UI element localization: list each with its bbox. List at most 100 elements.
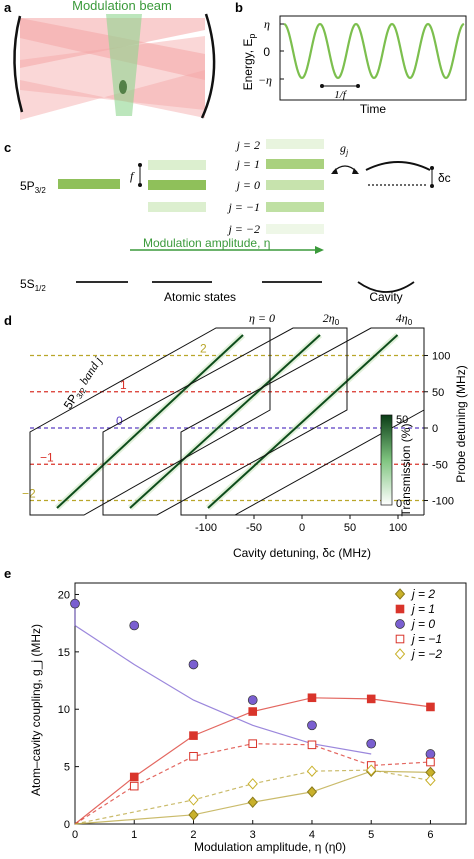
- cavity-ticklabel-3: 50: [344, 522, 356, 534]
- trace-line-0: [56, 334, 244, 509]
- panel-b: b η 0 −η 1/f Time Energy, Ep: [235, 0, 467, 116]
- panel-c: c 5P3/2 f j = 2 j = 1 j = 0 j = −1 j = −…: [4, 138, 451, 304]
- level-5p-label: 5P3/2: [20, 179, 46, 195]
- cavity-beam-lower: [20, 70, 205, 120]
- point-s3-0: [129, 781, 139, 791]
- point-s2-2: [188, 659, 199, 670]
- cavity-mirror-right: [200, 13, 216, 119]
- level-j2: [266, 139, 324, 149]
- band-marker-4: −2: [22, 487, 36, 501]
- legend-marker-0: [394, 588, 406, 600]
- ytick-label-1: 5: [64, 762, 70, 774]
- cavity-ticklabel-1: -50: [246, 522, 262, 534]
- band-marker-0: 2: [200, 342, 207, 356]
- point-s4-2: [306, 765, 318, 777]
- cavity-label: Cavity: [369, 290, 402, 304]
- colorbar-tick-min: 0: [396, 498, 402, 510]
- trace-group-2: [205, 332, 400, 511]
- modulation-axis-label: Modulation amplitude, η (η0): [194, 840, 346, 854]
- colorbar: [380, 414, 393, 506]
- band-marker-1: 1: [120, 378, 127, 392]
- legend-label-3: j = −1: [410, 632, 442, 646]
- ytick-minus-eta: −η: [258, 73, 272, 87]
- period-label: 1/f: [334, 89, 348, 101]
- cavity-mode-curve: [365, 161, 431, 171]
- band-label: 5P3/2 band j: [61, 354, 107, 413]
- level-j0: [266, 180, 324, 190]
- point-s3-2: [248, 739, 258, 748]
- colorbar-label: Transmission (%): [399, 424, 413, 517]
- point-s1-2: [248, 707, 258, 716]
- eta-label-4: 4η0: [396, 311, 413, 327]
- cavity-ticklabel-2: 0: [299, 522, 305, 534]
- panel-a: a Modulation beam: [4, 0, 216, 120]
- cavity-ticklabel-0: -100: [195, 522, 217, 534]
- energy-plot-frame: [279, 15, 467, 101]
- transmission-frame-eta0: [29, 327, 271, 516]
- point-s3-5: [426, 757, 435, 767]
- panel-label-d: d: [4, 313, 12, 328]
- legend-label-2: j = 0: [410, 617, 435, 631]
- series-curve-4: [74, 769, 431, 825]
- point-s0-2: [306, 786, 318, 798]
- j-label-2: j = 2: [235, 138, 260, 152]
- j-label-m2: j = −2: [226, 222, 260, 236]
- transmission-frame-2eta0: [102, 327, 348, 516]
- xtick-label-0: 0: [72, 829, 78, 841]
- point-s2-5: [366, 738, 377, 749]
- point-s1-1: [189, 731, 198, 740]
- legend-marker-3: [395, 634, 405, 644]
- modulation-arrow-label: Modulation amplitude, η: [143, 236, 270, 250]
- probe-ticklabel-3: -50: [432, 459, 448, 471]
- point-s1-0: [129, 772, 139, 782]
- probe-ticklabel-1: 50: [432, 387, 444, 399]
- xtick-label-2: 2: [190, 829, 196, 841]
- point-s2-1: [129, 620, 140, 631]
- band-marker-3: −1: [40, 450, 54, 464]
- point-s2-4: [307, 720, 317, 731]
- point-s1-5: [426, 702, 435, 712]
- panel-label-b: b: [235, 0, 243, 15]
- ytick-label-0: 0: [64, 819, 70, 831]
- trace-line-2: [207, 334, 399, 509]
- trace-group-1: [127, 332, 323, 511]
- ytick-label-2: 10: [58, 704, 70, 716]
- trace-group-0: [54, 332, 246, 511]
- ytick-label-3: 15: [58, 647, 70, 659]
- xtick-label-3: 3: [250, 829, 256, 841]
- transmission-map-group: 2 100 1 50 0 0 −1 -50 −2 -100 -100 -50 0 50 100: [22, 332, 454, 534]
- cavity-ground-curve: [357, 281, 415, 293]
- modulation-beam-label: Modulation beam: [72, 0, 172, 13]
- point-s0-0: [188, 809, 199, 821]
- coupling-label: gj: [340, 141, 349, 157]
- carrier-level: [148, 180, 206, 190]
- eta-label-0: η = 0: [249, 311, 275, 325]
- point-s4-0: [188, 794, 199, 806]
- legend-marker-4: [394, 648, 406, 660]
- energy-sine-curve: [283, 22, 465, 80]
- point-s4-4: [425, 774, 436, 787]
- panel-label-a: a: [4, 0, 12, 15]
- level-j1: [266, 159, 324, 169]
- ytick-label-4: 20: [58, 589, 70, 601]
- point-s0-1: [247, 796, 258, 808]
- legend-label-4: j = −2: [410, 647, 442, 661]
- j-label-1: j = 1: [235, 157, 260, 171]
- j-label-0: j = 0: [235, 178, 260, 192]
- level-jm1: [266, 202, 324, 212]
- point-s3-3: [307, 740, 317, 750]
- point-s3-1: [189, 751, 198, 761]
- series-curve-2: [74, 603, 372, 755]
- cavity-detuning-label: δc: [438, 171, 451, 185]
- cavity-ticklabel-4: 100: [389, 522, 407, 534]
- time-axis-label: Time: [360, 102, 387, 116]
- cavity-axis-label: Cavity detuning, δc (MHz): [233, 546, 371, 560]
- level-5s-label: 5S1/2: [20, 277, 46, 293]
- atomic-states-label: Atomic states: [164, 290, 236, 304]
- colorbar-tick-max: 50: [396, 414, 408, 426]
- band-marker-2: 0: [116, 414, 123, 428]
- point-s4-3: [366, 764, 377, 776]
- atom-cloud: [119, 80, 127, 94]
- legend-marker-1: [395, 604, 405, 614]
